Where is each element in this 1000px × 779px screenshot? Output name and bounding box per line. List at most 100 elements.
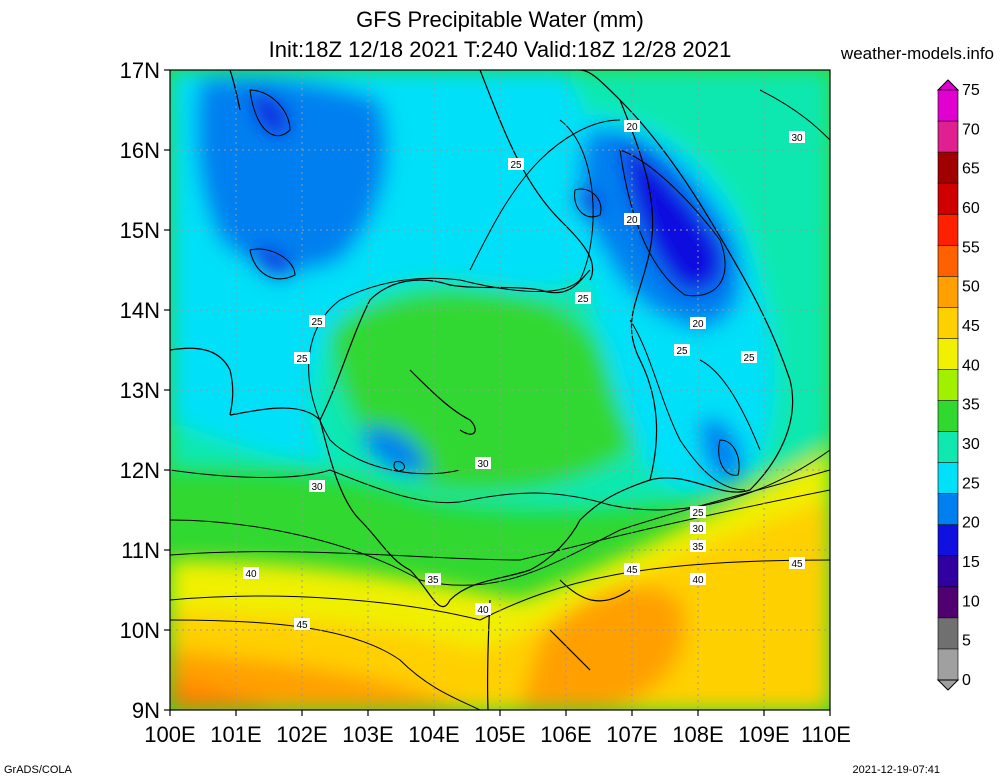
contour-label: 25 [743, 353, 755, 364]
colorbar-swatch [937, 151, 959, 184]
colorbar-level-label: 45 [962, 318, 980, 335]
colorbar-level-label: 5 [962, 633, 971, 650]
contour-label-bg [475, 457, 491, 469]
contour-label-bg [624, 213, 640, 225]
contour-label: 40 [692, 575, 704, 586]
lon-label: 109E [738, 722, 789, 747]
contour-label: 40 [245, 569, 257, 580]
lon-label: 104E [408, 722, 459, 747]
colorbar-swatch [937, 89, 959, 122]
precip-field: 20 20 20 25 25 25 25 25 25 25 30 30 30 30 35 35 40 40 40 45… [170, 70, 830, 710]
lat-label: 10N [120, 618, 160, 643]
colorbar-bottom-arrow [936, 679, 960, 691]
lon-label: 102E [276, 722, 327, 747]
site-credit: weather-models.info [840, 44, 994, 63]
contour-label-bg [475, 603, 491, 615]
colorbar-level-label: 20 [962, 515, 980, 532]
colorbar-swatch [937, 431, 959, 464]
contour-label-bg [674, 344, 690, 356]
lon-label: 103E [342, 722, 393, 747]
contour-label: 25 [311, 317, 323, 328]
colorbar-level-label: 25 [962, 475, 980, 492]
contour-label-bg [690, 540, 706, 552]
contour-label-bg [294, 352, 310, 364]
contour-label: 25 [692, 508, 704, 519]
coastlines [170, 70, 794, 710]
colorbar-swatch [937, 307, 959, 340]
contour-label: 30 [692, 524, 704, 535]
colorbar-level-label: 50 [962, 279, 980, 296]
lat-label: 15N [120, 218, 160, 243]
lon-label: 101E [210, 722, 261, 747]
colorbar-swatch [937, 182, 959, 216]
colorbar-level-label: 55 [962, 239, 980, 256]
lat-label: 11N [121, 538, 160, 563]
colorbar-level-label: 65 [962, 161, 980, 178]
colorbar-swatch [937, 462, 959, 495]
colorbar-level-label: 15 [962, 554, 980, 571]
colorbar-swatch [937, 213, 959, 247]
render-timestamp: 2021-12-19-07:41 [852, 764, 940, 776]
colorbar [936, 79, 960, 691]
contour-label-bg [624, 563, 640, 575]
contour-label-bg [575, 292, 591, 304]
contour-label-bg [789, 557, 805, 569]
colorbar-level-label: 75 [962, 82, 980, 99]
lon-label: 110E [801, 722, 851, 747]
contour-lines [170, 89, 830, 710]
contour-label: 25 [676, 346, 688, 357]
lon-labels: 100E 101E 102E 103E 104E 105E 106E 107E … [144, 722, 851, 747]
contour-label: 30 [311, 482, 323, 493]
contour-label: 20 [626, 215, 638, 226]
colorbar-swatch [937, 338, 959, 371]
contour-label: 45 [296, 620, 308, 631]
lat-label: 13N [120, 378, 160, 403]
contour-label: 25 [296, 354, 308, 365]
contour-label: 45 [626, 565, 638, 576]
contour-label-bg [508, 158, 524, 170]
contour-label-bg [425, 573, 441, 585]
contour-label-bg [690, 573, 706, 585]
colorbar-swatch [937, 400, 959, 433]
colorbar-level-label: 60 [962, 200, 980, 217]
contour-label-bg [690, 522, 706, 534]
contour-label: 35 [427, 575, 439, 586]
colorbar-swatch [937, 617, 959, 650]
lat-label: 12N [120, 458, 160, 483]
lat-labels: 17N 16N 15N 14N 13N 12N 11N 10N 9N [120, 58, 160, 723]
colorbar-level-label: 35 [962, 397, 980, 414]
colorbar-level-label: 0 [962, 672, 971, 689]
contour-label-bg [294, 618, 310, 630]
contour-label: 30 [477, 459, 489, 470]
lat-label: 17N [120, 58, 160, 83]
contour-labels: 20 20 20 25 25 25 25 25 25 25 30 30 30 30 35 35 40 40 40 45… [243, 120, 805, 631]
lon-label: 106E [540, 722, 591, 747]
axis-ticks [164, 69, 831, 716]
contour-label: 20 [692, 319, 704, 330]
lat-label: 14N [120, 298, 160, 323]
contour-label-bg [309, 315, 325, 327]
colorbar-swatch [937, 555, 959, 588]
lon-label: 105E [474, 722, 525, 747]
contour-label: 30 [791, 133, 803, 144]
lat-label: 16N [120, 138, 160, 163]
colorbar-swatch [937, 493, 959, 526]
lat-label: 9N [132, 698, 160, 723]
contour-label-bg [690, 317, 706, 329]
contour-label: 25 [577, 294, 589, 305]
contour-label-bg [789, 131, 805, 143]
colorbar-swatch [937, 276, 959, 309]
contour-label: 40 [477, 605, 489, 616]
map-title: GFS Precipitable Water (mm) [356, 7, 644, 32]
colorbar-swatch [937, 524, 959, 557]
colorbar-level-label: 30 [962, 436, 980, 453]
colorbar-swatch [937, 648, 959, 681]
colorbar-swatch [937, 369, 959, 402]
colorbar-swatch [937, 586, 959, 619]
contour-label: 35 [692, 542, 704, 553]
colorbar-level-label: 10 [962, 593, 980, 610]
colorbar-top-arrow [936, 79, 960, 91]
lon-label: 108E [672, 722, 723, 747]
graticule [170, 70, 830, 710]
